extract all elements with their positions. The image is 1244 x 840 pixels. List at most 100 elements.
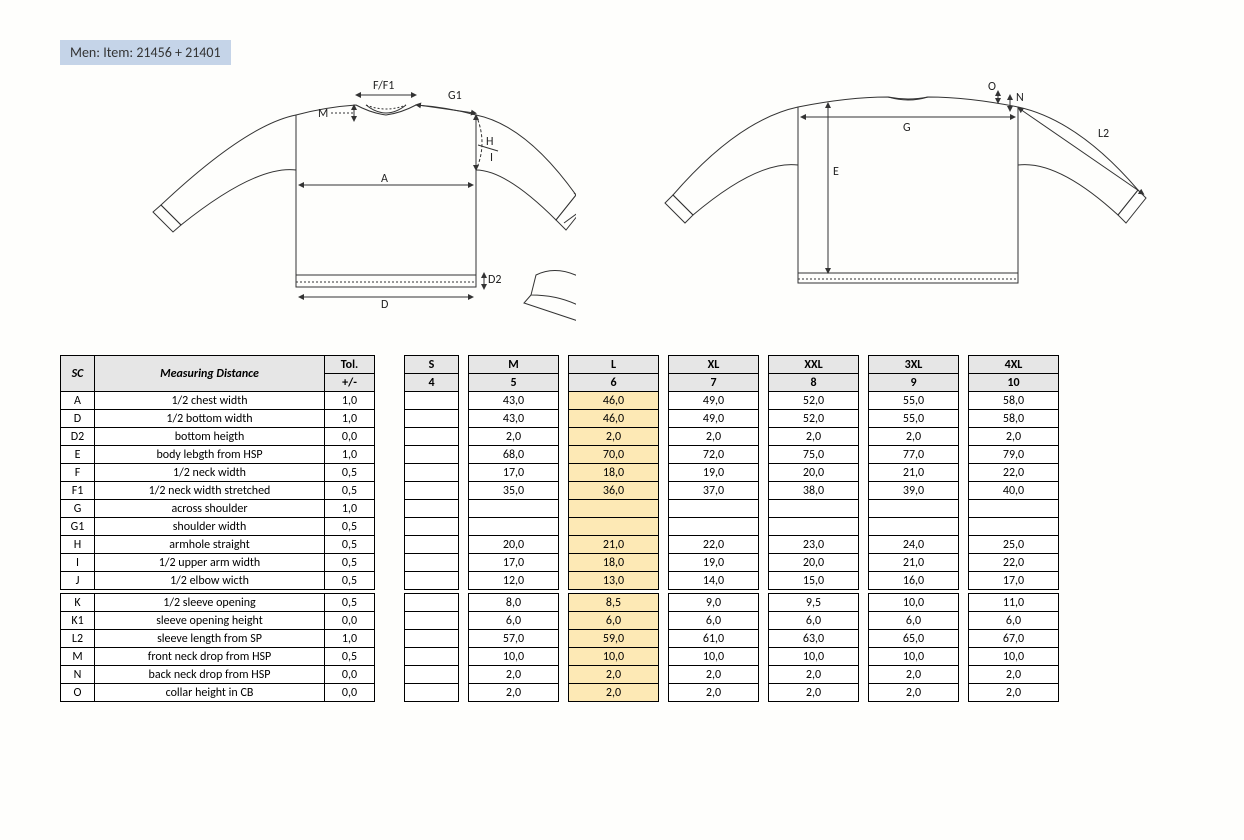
cell-value: 23,0 [769,536,859,554]
cell-value [769,500,859,518]
cell-value: 10,0 [469,648,559,666]
cell-value: 55,0 [869,392,959,410]
cell-tol: 1,0 [325,410,375,428]
cell-value: 57,0 [469,630,559,648]
garment-back-diagram: O N G E L2 [648,75,1148,315]
size-num-XL: 7 [669,374,759,392]
size-header-3XL: 3XL [869,356,959,374]
cell-value: 2,0 [869,428,959,446]
cell-value [669,500,759,518]
cell-tol: 0,0 [325,666,375,684]
table-row: Mfront neck drop from HSP0,510,010,010,0… [61,648,1059,666]
cell-value: 61,0 [669,630,759,648]
cell-sc: K1 [61,612,95,630]
cell-sc: F [61,464,95,482]
cell-value: 17,0 [469,554,559,572]
label-A: A [381,172,388,186]
cell-value: 22,0 [969,554,1059,572]
cell-value: 11,0 [969,594,1059,612]
cell-value: 6,0 [469,612,559,630]
cell-value: 25,0 [969,536,1059,554]
cell-tol: 0,5 [325,572,375,590]
size-header-XL: XL [669,356,759,374]
cell-value [405,554,459,572]
cell-value: 43,0 [469,392,559,410]
cell-sc: D2 [61,428,95,446]
cell-value [869,500,959,518]
cell-sc: F1 [61,482,95,500]
cell-tol: 0,5 [325,482,375,500]
table-row: D1/2 bottom width1,043,046,049,052,055,0… [61,410,1059,428]
cell-value: 21,0 [869,464,959,482]
cell-tol: 0,5 [325,536,375,554]
cell-value: 19,0 [669,554,759,572]
cell-sc: G1 [61,518,95,536]
cell-value [769,518,859,536]
cell-value [405,648,459,666]
cell-value: 2,0 [669,666,759,684]
cell-value: 52,0 [769,392,859,410]
cell-value: 18,0 [569,554,659,572]
label-I: I [490,151,493,165]
cell-value: 2,0 [569,666,659,684]
cell-md: front neck drop from HSP [95,648,325,666]
cell-value: 19,0 [669,464,759,482]
table-row: Gacross shoulder1,0 [61,500,1059,518]
size-num-M: 5 [469,374,559,392]
label-H: H [486,135,493,149]
cell-value: 2,0 [469,684,559,702]
cell-value: 58,0 [969,392,1059,410]
cell-value: 10,0 [669,648,759,666]
table-row: Ocollar height in CB0,02,02,02,02,02,02,… [61,684,1059,702]
cell-value: 8,0 [469,594,559,612]
cell-value [969,518,1059,536]
cell-value [405,594,459,612]
cell-value: 63,0 [769,630,859,648]
cell-value [569,500,659,518]
cell-value [405,392,459,410]
cell-value: 2,0 [469,428,559,446]
cell-md: 1/2 elbow wicth [95,572,325,590]
cell-value [405,536,459,554]
label-E: E [833,165,839,179]
cell-value: 9,0 [669,594,759,612]
cell-value [405,464,459,482]
cell-md: shoulder width [95,518,325,536]
cell-value: 67,0 [969,630,1059,648]
cell-md: armhole straight [95,536,325,554]
cell-value: 10,0 [969,648,1059,666]
table-row: K1/2 sleeve opening0,58,08,59,09,510,011… [61,594,1059,612]
cell-value: 2,0 [869,684,959,702]
cell-value: 6,0 [669,612,759,630]
cell-value: 35,0 [469,482,559,500]
cell-value: 22,0 [969,464,1059,482]
cell-value: 36,0 [569,482,659,500]
cell-sc: E [61,446,95,464]
cell-value: 52,0 [769,410,859,428]
cell-value: 6,0 [569,612,659,630]
cell-sc: L2 [61,630,95,648]
cell-tol: 1,0 [325,630,375,648]
cell-value: 46,0 [569,392,659,410]
cell-tol: 1,0 [325,392,375,410]
cell-value: 21,0 [869,554,959,572]
cell-value [669,518,759,536]
cell-value: 21,0 [569,536,659,554]
label-L2: L2 [1098,127,1109,141]
col-sc-header: SC [61,356,95,392]
cell-value: 65,0 [869,630,959,648]
cell-value: 12,0 [469,572,559,590]
table-row: Nback neck drop from HSP0,02,02,02,02,02… [61,666,1059,684]
cell-md: body lebgth from HSP [95,446,325,464]
size-num-3XL: 9 [869,374,959,392]
label-O: O [988,80,996,94]
size-header-M: M [469,356,559,374]
cell-value: 17,0 [969,572,1059,590]
cell-sc: D [61,410,95,428]
cell-value: 16,0 [869,572,959,590]
size-num-S: 4 [405,374,459,392]
cell-tol: 0,0 [325,684,375,702]
cell-value: 2,0 [969,428,1059,446]
diagram-row: F/F1 G1 M H I A K2 K D2 D J [60,75,1184,335]
cell-value: 49,0 [669,410,759,428]
